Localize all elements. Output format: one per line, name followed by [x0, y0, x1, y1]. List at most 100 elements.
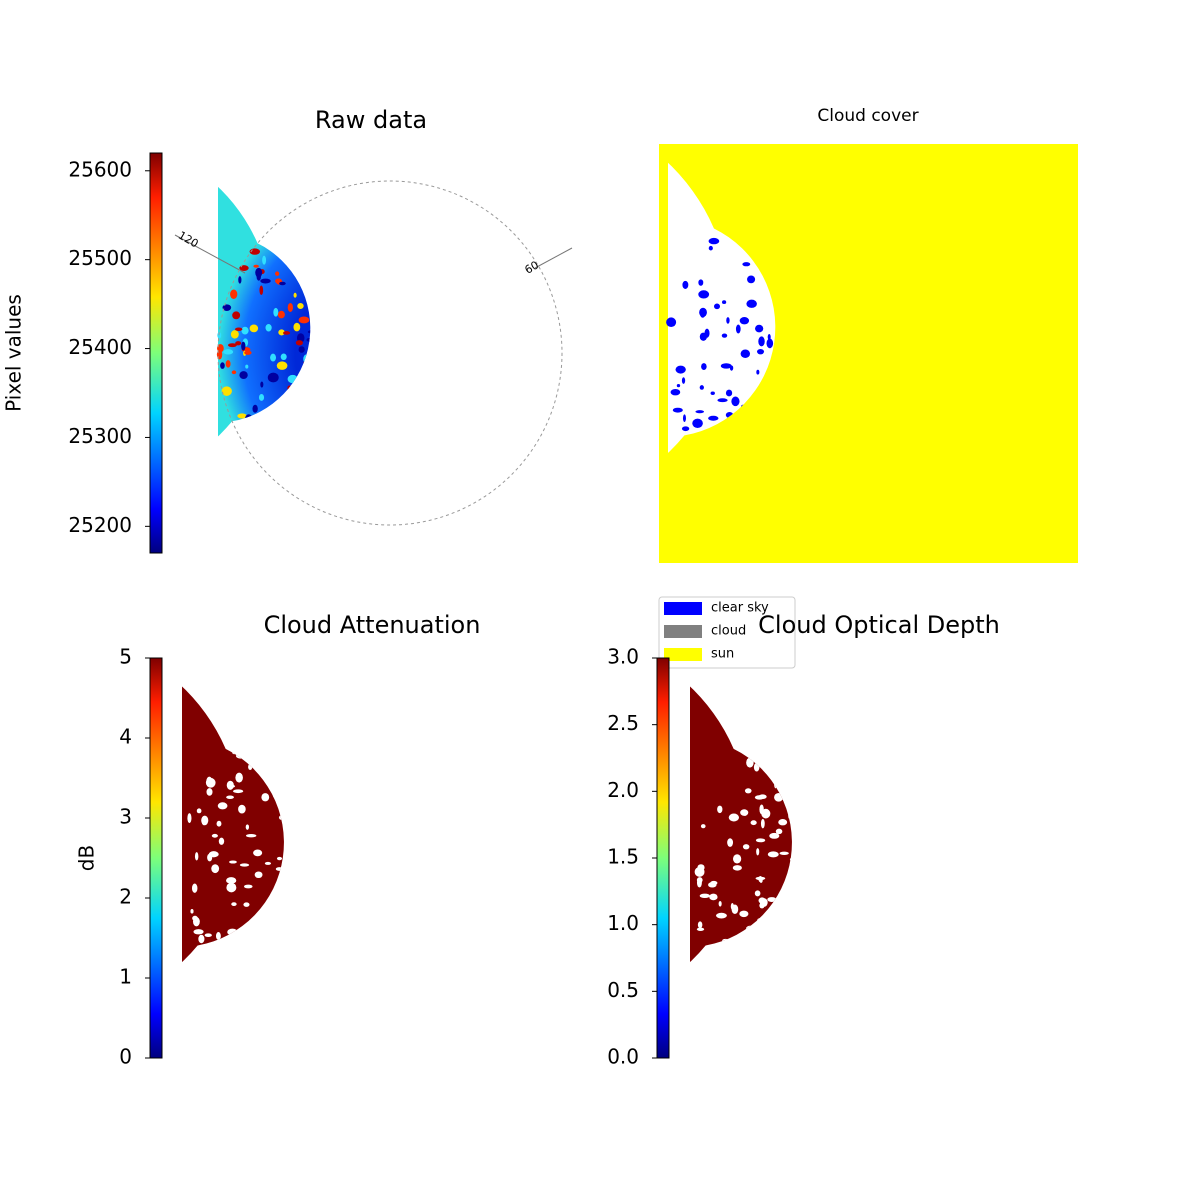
- sky-feature: [515, 347, 524, 350]
- sky-feature: [377, 908, 384, 914]
- sky-feature: [873, 967, 882, 970]
- sky-feature: [393, 255, 402, 259]
- sky-feature: [964, 701, 970, 709]
- sky-feature: [1009, 840, 1018, 847]
- sky-image: [690, 680, 1044, 1042]
- sky-feature: [985, 910, 993, 918]
- sky-feature: [279, 959, 284, 968]
- sky-feature: [1036, 810, 1041, 818]
- sky-feature: [1036, 855, 1044, 861]
- sky-feature: [443, 332, 450, 336]
- sky-feature: [296, 383, 307, 393]
- sky-feature: [298, 1027, 305, 1037]
- sky-feature: [419, 488, 426, 493]
- sky-feature: [352, 204, 362, 211]
- sky-feature: [334, 190, 342, 196]
- sky-feature: [440, 306, 443, 314]
- sky-feature: [443, 1035, 452, 1040]
- sky-feature: [327, 785, 330, 794]
- sky-feature: [436, 329, 443, 337]
- sky-feature: [308, 206, 311, 214]
- colorbar-tick-label: 3: [119, 805, 132, 829]
- sky-feature: [859, 1003, 862, 1008]
- sky-feature: [443, 922, 452, 930]
- sky-feature: [532, 358, 542, 363]
- sky-feature: [409, 829, 415, 833]
- sky-feature: [480, 878, 483, 888]
- sky-feature: [358, 894, 364, 898]
- sky-feature: [925, 1029, 931, 1038]
- sky-feature: [461, 322, 469, 328]
- sky-feature: [906, 823, 911, 828]
- sky-feature: [516, 901, 526, 909]
- colorbar-tick-label: 25500: [68, 246, 132, 270]
- sky-feature: [440, 998, 451, 1001]
- sky-feature: [552, 906, 556, 916]
- sky-feature: [272, 794, 284, 799]
- sky-feature: [278, 457, 287, 465]
- sky-feature: [430, 366, 434, 370]
- sky-feature: [840, 836, 848, 841]
- sky-feature: [967, 986, 974, 991]
- sky-feature: [1019, 925, 1025, 928]
- sky-feature: [892, 993, 897, 998]
- sky-feature: [420, 295, 429, 299]
- sky-feature: [939, 943, 947, 952]
- sky-feature: [337, 372, 342, 378]
- sky-feature: [949, 955, 956, 962]
- sky-feature: [384, 378, 392, 386]
- sky-feature: [400, 439, 408, 446]
- sky-feature: [276, 856, 283, 861]
- sky-feature: [397, 799, 407, 804]
- sky-feature: [331, 918, 338, 923]
- sky-feature: [814, 925, 818, 931]
- sky-feature: [676, 384, 681, 388]
- sky-feature: [1013, 764, 1021, 771]
- sky-feature: [278, 769, 284, 777]
- sky-feature: [914, 840, 919, 849]
- sky-feature: [528, 290, 532, 298]
- sky-feature: [256, 438, 268, 445]
- sky-feature: [900, 922, 905, 926]
- sky-feature: [318, 285, 326, 289]
- sky-feature: [876, 902, 881, 912]
- sky-feature: [409, 994, 418, 1002]
- sky-feature: [897, 824, 903, 829]
- sky-feature: [902, 756, 905, 759]
- sky-feature: [220, 362, 225, 369]
- sky-feature: [1007, 856, 1017, 860]
- sky-feature: [876, 992, 879, 996]
- sky-feature: [437, 247, 444, 252]
- sky-feature: [839, 682, 844, 691]
- sky-feature: [894, 813, 903, 821]
- sky-feature: [226, 795, 234, 800]
- sky-feature: [470, 939, 473, 946]
- sky-feature: [258, 394, 265, 401]
- sky-feature: [757, 348, 765, 355]
- sky-feature: [850, 827, 858, 836]
- sky-feature: [461, 922, 467, 929]
- sky-feature: [231, 370, 237, 375]
- sky-feature: [241, 341, 246, 351]
- sky-feature: [393, 964, 403, 971]
- sky-feature: [798, 1039, 806, 1042]
- sky-feature: [786, 952, 792, 961]
- sky-feature: [466, 475, 472, 481]
- sky-feature: [666, 317, 677, 327]
- sky-feature: [247, 427, 252, 437]
- sky-feature: [375, 696, 381, 699]
- sky-feature: [766, 338, 774, 349]
- sky-feature: [422, 803, 426, 812]
- sky-feature: [939, 694, 943, 704]
- sky-feature: [840, 807, 845, 815]
- sky-feature: [297, 302, 304, 309]
- sky-feature: [912, 1020, 919, 1028]
- sky-feature: [388, 287, 392, 292]
- sky-feature: [414, 454, 421, 458]
- sky-feature: [471, 396, 478, 406]
- sky-feature: [367, 247, 374, 252]
- sky-feature: [450, 837, 461, 841]
- sky-feature: [824, 828, 830, 833]
- sky-feature: [882, 997, 890, 1001]
- sky-feature: [331, 277, 336, 281]
